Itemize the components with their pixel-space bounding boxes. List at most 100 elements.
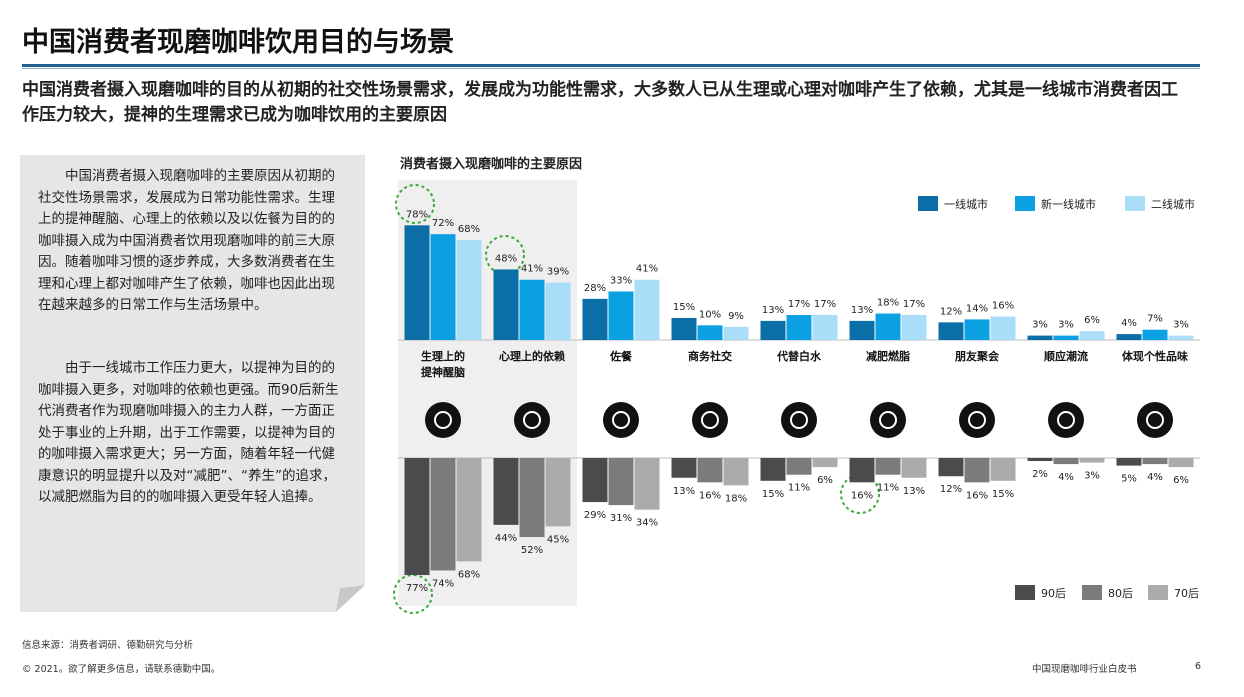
category-icon (781, 402, 817, 438)
category-icon-glyph (790, 411, 808, 429)
value-label: 6% (1173, 475, 1189, 486)
bar (671, 317, 697, 340)
bar (786, 458, 812, 475)
value-label: 2% (1032, 469, 1048, 480)
bar (1053, 458, 1079, 465)
value-label: 48% (495, 253, 517, 264)
value-label: 72% (432, 218, 454, 229)
value-label: 39% (547, 267, 569, 278)
bar (582, 458, 608, 503)
bar (760, 458, 786, 481)
bar (875, 458, 901, 475)
value-label: 13% (673, 486, 695, 497)
bar (545, 458, 571, 527)
category-label: 体现个性品味 (1122, 350, 1188, 363)
bar (456, 458, 482, 562)
value-label: 31% (610, 513, 632, 524)
value-label: 68% (458, 224, 480, 235)
category-label: 商务社交 (688, 350, 732, 363)
value-label: 4% (1147, 472, 1163, 483)
category-icon (1048, 402, 1084, 438)
bar (1116, 334, 1142, 340)
bar (519, 279, 545, 340)
value-label: 16% (966, 490, 988, 501)
category-label: 心理上的依赖 (499, 350, 565, 363)
bar (1142, 329, 1168, 340)
value-label: 5% (1121, 474, 1137, 485)
legend-label: 70后 (1174, 587, 1199, 600)
value-label: 13% (851, 305, 873, 316)
legend-label: 新一线城市 (1041, 197, 1096, 211)
value-label: 15% (762, 489, 784, 500)
category-icon (514, 402, 550, 438)
bar (1116, 458, 1142, 466)
category-icon (692, 402, 728, 438)
legend-swatch (1082, 585, 1102, 600)
value-label: 13% (903, 486, 925, 497)
copyright: © 2021。欲了解更多信息，请联系德勤中国。 (22, 664, 221, 675)
bar (1079, 458, 1105, 463)
bar (404, 458, 430, 576)
report-name: 中国现磨咖啡行业白皮书 (1032, 664, 1137, 675)
category-icon (425, 402, 461, 438)
bar (964, 319, 990, 340)
category-icon-glyph (968, 411, 986, 429)
legend-swatch (1015, 196, 1035, 211)
bar (697, 458, 723, 483)
value-label: 44% (495, 533, 517, 544)
value-label: 68% (458, 569, 480, 580)
sidebar-paragraph: 中国消费者摄入现磨咖啡的主要原因从初期的社交性场景需求，发展成为日常功能性需求。… (38, 168, 335, 313)
category-label: 顺应潮流 (1044, 350, 1088, 363)
value-label: 78% (406, 209, 428, 220)
value-label: 52% (521, 545, 543, 556)
value-label: 16% (699, 490, 721, 501)
legend-swatch (1125, 196, 1145, 211)
category-icon (870, 402, 906, 438)
value-label: 12% (940, 484, 962, 495)
legend-label: 90后 (1041, 587, 1066, 600)
category-label: 代替白水 (777, 350, 821, 363)
value-label: 3% (1173, 320, 1189, 331)
bar (697, 325, 723, 340)
sidebar-fold (336, 585, 365, 612)
value-label: 12% (940, 306, 962, 317)
legend-label: 二线城市 (1151, 197, 1195, 211)
bar (634, 279, 660, 340)
value-label: 45% (547, 534, 569, 545)
category-icon (1137, 402, 1173, 438)
bar (430, 458, 456, 571)
value-label: 13% (762, 305, 784, 316)
legend-label: 一线城市 (944, 197, 988, 211)
bar (545, 282, 571, 340)
value-label: 16% (851, 490, 873, 501)
bar (608, 458, 634, 506)
legend-swatch (1015, 585, 1035, 600)
value-label: 16% (992, 300, 1014, 311)
value-label: 6% (1084, 315, 1100, 326)
bar (1142, 458, 1168, 465)
bar (723, 326, 749, 340)
bar (519, 458, 545, 538)
category-icon (959, 402, 995, 438)
bar (812, 458, 838, 468)
bar (786, 315, 812, 340)
page-number: 6 (1195, 661, 1202, 672)
bar (990, 316, 1016, 340)
value-label: 14% (966, 303, 988, 314)
bar (493, 269, 519, 340)
highlight-circles (393, 184, 880, 614)
category-label: 生理上的提神醒脑 (421, 350, 465, 379)
category-label: 佐餐 (610, 350, 632, 363)
bar (760, 320, 786, 340)
rule (22, 68, 1200, 69)
bar (901, 315, 927, 340)
category-icon-glyph (434, 411, 452, 429)
bar (456, 240, 482, 340)
value-label: 4% (1121, 318, 1137, 329)
bar (938, 458, 964, 477)
bar (404, 225, 430, 340)
value-label: 3% (1058, 320, 1074, 331)
value-label: 11% (788, 483, 810, 494)
